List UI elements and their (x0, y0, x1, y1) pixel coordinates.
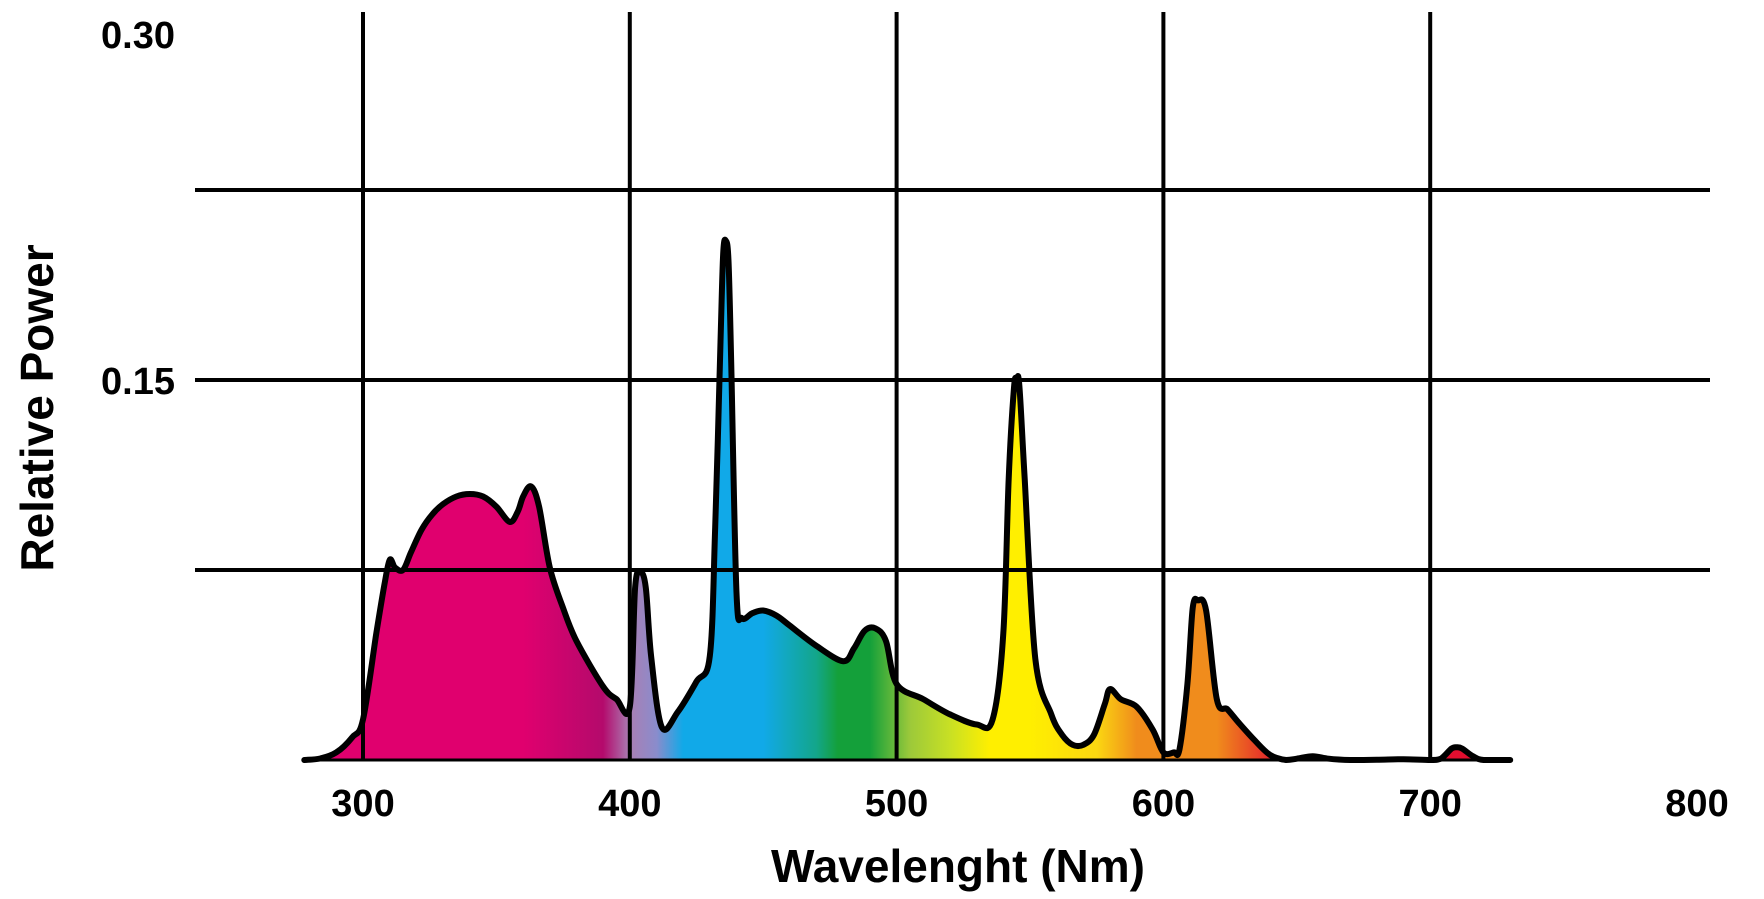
x-tick-label: 700 (1398, 783, 1461, 825)
y-tick-label: 0.30 (101, 15, 175, 57)
spectrum-curve (301, 236, 1514, 764)
x-tick-label: 800 (1665, 783, 1728, 825)
tick-label-layer: 300 400 500 600 700 800 0.30 0.15 (101, 15, 1729, 825)
x-tick-label: 600 (1132, 783, 1195, 825)
y-tick-label: 0.15 (101, 361, 175, 403)
y-axis-title: Relative Power (11, 244, 63, 571)
x-axis-title: Wavelenght (Nm) (771, 840, 1145, 892)
spectrum-area (304, 239, 1511, 760)
x-tick-label: 400 (598, 783, 661, 825)
spectrum-curve-layer (301, 236, 1514, 764)
x-tick-label: 300 (331, 783, 394, 825)
x-tick-label: 500 (865, 783, 928, 825)
grid-layer (195, 12, 1710, 760)
spectrum-area-layer (304, 239, 1511, 760)
